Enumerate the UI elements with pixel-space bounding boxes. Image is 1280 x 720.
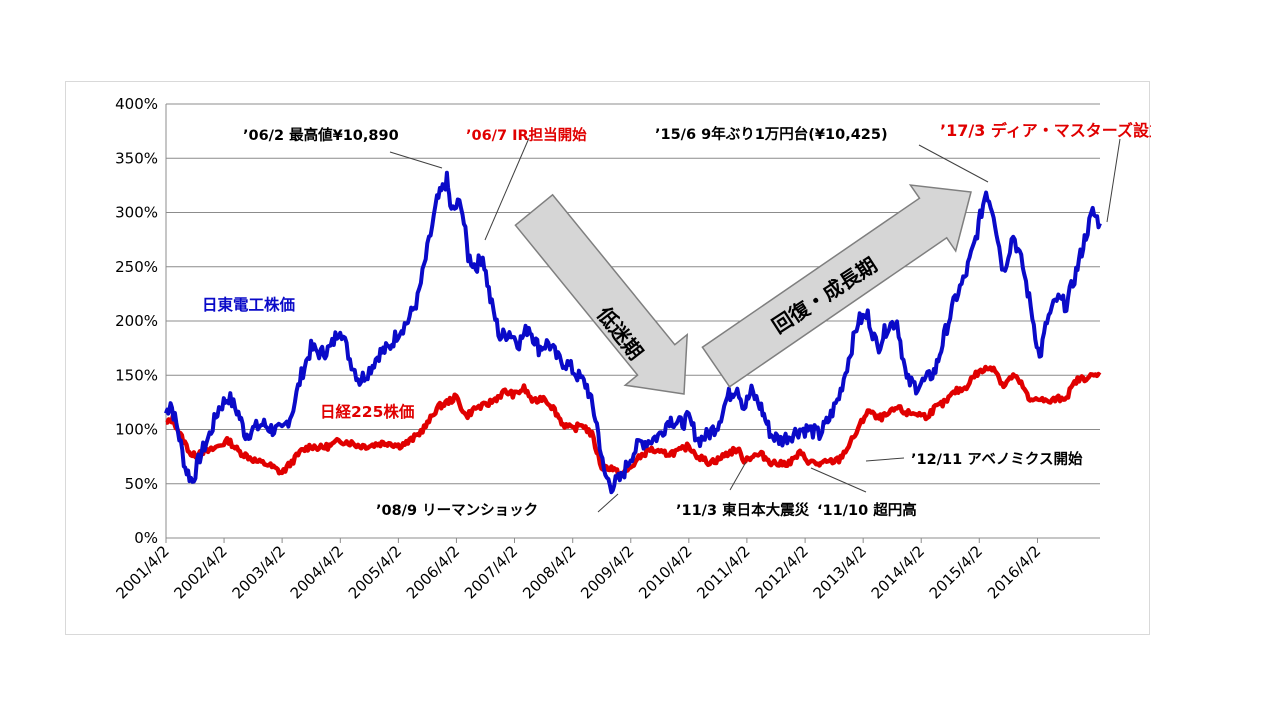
chart-frame: 0% 50% 100% 150% 200% 250% 300% 350% 400% 2001/4… (65, 81, 1151, 635)
x-tick-label: 2016/4/2 (984, 542, 1044, 602)
series-line-nitto (164, 170, 1102, 495)
annotation-1703: ’17/3 ディア・マスターズ設立 (940, 121, 1151, 140)
y-tick-label: 100% (115, 421, 158, 439)
leader-0809 (597, 493, 619, 513)
series-line-nikkei (165, 364, 1102, 479)
leader-0607 (484, 137, 530, 241)
x-tick-label: 2012/4/2 (752, 542, 812, 602)
x-tick-label: 2007/4/2 (461, 542, 521, 602)
y-tick-label: 400% (115, 95, 158, 113)
x-tick-label: 2005/4/2 (345, 542, 405, 602)
annotation-1211: ’12/11 アベノミクス開始 (911, 450, 1083, 468)
x-tick-label: 2015/4/2 (926, 542, 986, 602)
y-tick-label: 150% (115, 366, 158, 384)
x-tick-label: 2002/4/2 (171, 542, 231, 602)
y-tick-label: 300% (115, 204, 158, 222)
y-tick-label: 350% (115, 149, 158, 167)
leader-1703 (1106, 138, 1121, 223)
leader-1110 (810, 467, 867, 493)
leader-1506 (918, 144, 989, 183)
x-tick-label: 2010/4/2 (635, 542, 695, 602)
growth-arrow-shape (701, 184, 972, 388)
x-tick-label: 2008/4/2 (519, 542, 579, 602)
y-tick-label: 200% (115, 312, 158, 330)
x-tick-label: 2009/4/2 (577, 542, 637, 602)
annotation-leaders (389, 137, 1121, 513)
y-tick-label: 250% (115, 258, 158, 276)
annotation-0602: ’06/2 最高値¥10,890 (243, 126, 399, 144)
annotation-0809: ’08/9 リーマンショック (376, 502, 538, 519)
leader-1211 (865, 457, 905, 462)
series-label-nitto: 日東電工株価 (202, 295, 296, 314)
decline-arrow-shape (514, 193, 689, 395)
y-tick-label: 0% (134, 529, 158, 547)
x-axis-ticks: 2001/4/22002/4/22003/4/22004/4/22005/4/2… (112, 542, 1044, 602)
annotation-1103: ’11/3 東日本大震災 (676, 501, 810, 519)
x-tick-label: 2006/4/2 (403, 542, 463, 602)
leader-0602 (389, 151, 443, 169)
y-tick-label: 50% (125, 475, 158, 493)
x-tick-label: 2011/4/2 (693, 542, 753, 602)
decline-arrow: 低迷期 (514, 193, 689, 395)
x-tick-label: 2014/4/2 (868, 542, 928, 602)
x-tick-label: 2013/4/2 (810, 542, 870, 602)
line-chart: 0% 50% 100% 150% 200% 250% 300% 350% 400% 2001/4… (112, 95, 1151, 602)
annotation-1110: ‘11/10 超円高 (817, 501, 917, 519)
annotation-1506: ’15/6 9年ぶり1万円台(¥10,425) (655, 125, 888, 143)
series-label-nikkei: 日経225株価 (320, 402, 415, 421)
x-tick-label: 2004/4/2 (287, 542, 347, 602)
x-tick-label: 2003/4/2 (229, 542, 289, 602)
leader-1103 (729, 461, 747, 491)
annotation-0607: ’06/7 IR担当開始 (466, 126, 587, 144)
growth-arrow: 回復・成長期 (701, 184, 972, 388)
series-layer (164, 170, 1102, 495)
y-axis-ticks: 0% 50% 100% 150% 200% 250% 300% 350% 400% (115, 95, 158, 547)
x-tick-label: 2001/4/2 (112, 542, 172, 602)
